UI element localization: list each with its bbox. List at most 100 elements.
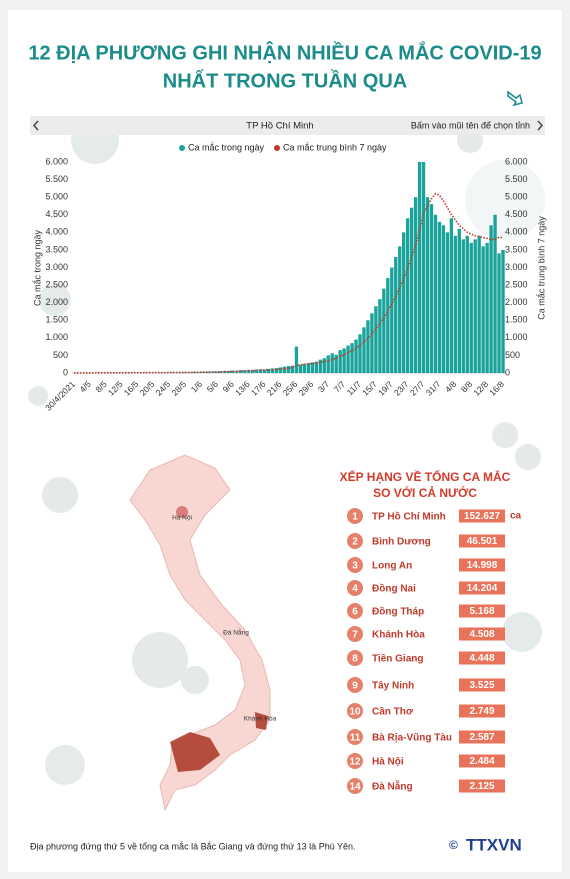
bar: [243, 370, 247, 373]
legend-swatch: [179, 145, 185, 151]
bar: [310, 362, 315, 373]
bar: [378, 299, 382, 373]
bar: [358, 334, 362, 373]
rank-badge: [347, 650, 363, 666]
rank-number: 10: [349, 707, 361, 718]
bar: [231, 370, 235, 373]
virus: [45, 745, 85, 785]
footnote: Địa phương đứng thứ 5 về tổng ca mắc là …: [30, 841, 356, 851]
case-count: 2.749: [469, 706, 494, 717]
case-count: 5.168: [469, 606, 494, 617]
title-line: NHẤT TRONG TUẦN QUA: [163, 69, 407, 92]
title-line: 12 ĐỊA PHƯƠNG GHI NHẬN NHIỀU CA MẮC COVI…: [28, 40, 541, 64]
province-name: Bà Rịa-Vũng Tàu: [372, 733, 452, 744]
bar: [366, 320, 370, 373]
map-label: Đà Nẵng: [223, 628, 249, 637]
map-label: Khánh Hòa: [244, 716, 277, 723]
card: [8, 10, 562, 872]
bar: [203, 372, 207, 373]
bar: [219, 371, 223, 373]
bar: [262, 369, 267, 373]
y2-tick-label: 1.000: [505, 332, 528, 342]
ranking-row: 9 Tây Ninh 3.525: [347, 677, 505, 693]
bar: [469, 242, 473, 373]
value-box: [459, 604, 505, 618]
rank-number: 4: [352, 584, 358, 595]
bar: [302, 363, 307, 373]
rank-badge: [347, 557, 363, 573]
bar: [266, 368, 271, 373]
bar: [382, 288, 386, 373]
bar: [294, 346, 299, 373]
bar: [215, 371, 219, 373]
value-box: [459, 534, 505, 548]
bar: [461, 239, 465, 373]
unit: ca: [510, 511, 522, 522]
rank-badge: [347, 753, 363, 769]
ranking-row: 7 Khánh Hòa 4.508: [347, 626, 505, 642]
rank-number: 1: [352, 512, 358, 523]
bar: [318, 359, 322, 373]
avg-line: [73, 192, 504, 374]
bar: [314, 361, 318, 373]
bar: [477, 235, 481, 373]
map-hotspot: [170, 732, 220, 772]
y2-tick-label: 4.000: [505, 227, 528, 237]
bar: [251, 370, 255, 373]
bar: [374, 306, 378, 373]
bar: [497, 253, 501, 373]
map-label: Hà Nội: [172, 515, 192, 522]
case-count: 2.484: [469, 756, 494, 767]
bar: [398, 246, 402, 373]
ranking-row: 4 Đồng Nai 14.204: [347, 580, 505, 596]
y-tick-label: 500: [53, 350, 68, 360]
bar: [489, 225, 493, 373]
ranking-row: 10 Cần Thơ 2.749: [347, 703, 505, 719]
province-name: Long An: [372, 561, 412, 572]
virus: [502, 612, 542, 652]
y-tick-label: 2.500: [45, 279, 68, 289]
value-box: [459, 678, 505, 692]
y2-tick-label: 2.500: [505, 279, 528, 289]
province-name: Tiền Giang: [372, 653, 424, 665]
rank-number: 14: [349, 782, 361, 793]
rank-number: 7: [352, 630, 358, 641]
virus: [515, 444, 541, 470]
map-hotspot: [255, 712, 268, 730]
next-arrow[interactable]: [537, 120, 544, 131]
rank-number: 9: [352, 681, 358, 692]
y2-tick-label: 6.000: [505, 156, 528, 166]
value-box: [459, 779, 505, 793]
bar: [306, 363, 311, 373]
bar: [493, 214, 497, 373]
bar: [485, 242, 489, 373]
case-count: 2.587: [469, 732, 494, 743]
y2-tick-label: 2.000: [505, 297, 528, 307]
bar: [286, 365, 291, 373]
y2-tick-label: 3.000: [505, 262, 528, 272]
case-count: 4.508: [469, 629, 494, 640]
province-name: Khánh Hòa: [372, 630, 425, 641]
province-name: Bình Dương: [372, 537, 431, 548]
bar: [417, 162, 422, 373]
selector-bar: [30, 116, 545, 135]
rank-badge: [347, 603, 363, 619]
bar: [501, 249, 505, 373]
value-box: [459, 704, 505, 718]
province-name: Tây Ninh: [372, 681, 414, 692]
virus: [42, 477, 78, 513]
bar: [282, 366, 287, 373]
y2-tick-label: 5.000: [505, 192, 528, 202]
bar: [362, 327, 366, 373]
y-tick-label: 2.000: [45, 297, 68, 307]
rank-badge: [347, 703, 363, 719]
rank-number: 12: [349, 757, 361, 768]
bar: [278, 367, 283, 373]
y2-tick-label: 1.500: [505, 315, 528, 325]
case-count: 46.501: [467, 536, 498, 547]
prev-arrow[interactable]: [32, 120, 39, 131]
y2-tick-label: 500: [505, 350, 520, 360]
bar: [342, 348, 346, 373]
province-name: Hà Nội: [372, 757, 404, 768]
value-box: [459, 754, 505, 768]
